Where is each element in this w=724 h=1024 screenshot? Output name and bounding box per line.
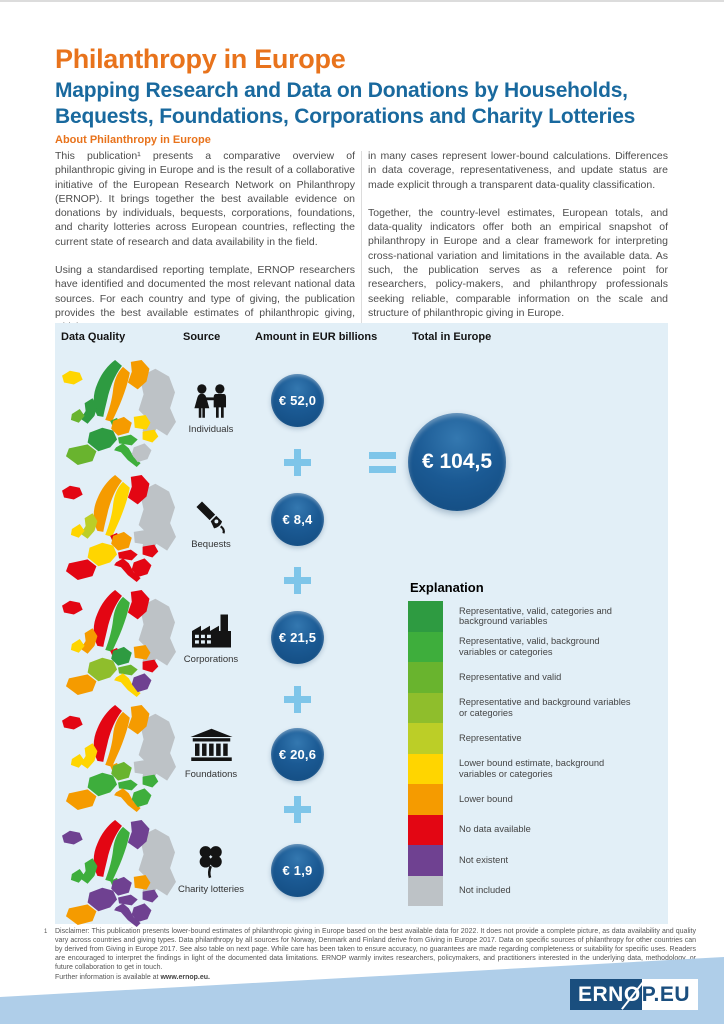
- infographic-panel: Data Quality Source Amount in EUR billio…: [55, 323, 668, 927]
- footnote: 1 Disclaimer: This publication presents …: [44, 928, 696, 982]
- legend-item: Representative and valid: [408, 662, 658, 693]
- source-label: Bequests: [191, 539, 231, 550]
- legend-label: Representative and valid: [459, 671, 562, 682]
- logo-dark-segment: ERN O: [570, 979, 642, 1010]
- plus-icon: [284, 796, 311, 823]
- legend-swatch: [408, 875, 443, 906]
- more-info-prefix: Further information is available at: [55, 973, 161, 981]
- column-divider: [361, 151, 362, 343]
- amount-badge-foundations: € 20,6: [271, 728, 324, 781]
- legend-swatch: [408, 601, 443, 632]
- legend-item: Lower bound estimate, background variabl…: [408, 753, 658, 784]
- data-quality-map-corporations: [62, 589, 176, 697]
- legend-item: Representative, valid, categories and ba…: [408, 601, 658, 632]
- legend-label: Lower bound estimate, background variabl…: [459, 758, 605, 779]
- disclaimer-text: Disclaimer: This publication presents lo…: [55, 928, 696, 971]
- legend-swatch: [408, 784, 443, 815]
- source-label: Individuals: [188, 424, 234, 435]
- source-individuals: Individuals: [167, 383, 255, 435]
- about-paragraph: in many cases represent lower-bound calc…: [368, 150, 668, 191]
- plus-icon: [284, 686, 311, 713]
- about-column-left: This publication¹ presents a comparative…: [55, 149, 355, 349]
- legend-item: Representative and background variables …: [408, 692, 658, 723]
- page-title: Philanthropy in Europe: [55, 44, 346, 74]
- about-column-right: in many cases represent lower-bound calc…: [368, 149, 668, 349]
- amount-badge-charity-lotteries: € 1,9: [271, 844, 324, 897]
- source-label: Corporations: [183, 654, 239, 665]
- logo-light-segment: P.EU: [641, 979, 698, 1010]
- ernop-logo: ERN O P.EU: [570, 979, 698, 1010]
- legend-label: No data available: [459, 824, 531, 835]
- more-info-line: Further information is available at www.…: [55, 974, 696, 983]
- legend-item: Lower bound: [408, 784, 658, 815]
- data-quality-map-charity-lotteries: [62, 819, 176, 927]
- equals-icon: [369, 452, 396, 473]
- legend-title: Explanation: [410, 580, 484, 595]
- individuals-icon: [194, 384, 227, 418]
- source-corporations: Corporations: [167, 613, 255, 665]
- legend-item: Representative: [408, 723, 658, 754]
- website-link[interactable]: www.ernop.eu.: [160, 973, 210, 981]
- header-source: Source: [183, 331, 221, 343]
- footnote-number: 1: [44, 929, 48, 935]
- legend-item: Not existent: [408, 845, 658, 876]
- logo-text-ern: ERN: [578, 983, 624, 1006]
- legend-label: Representative: [459, 732, 522, 743]
- legend-swatch: [408, 845, 443, 876]
- source-bequests: Bequests: [167, 498, 255, 550]
- data-quality-map-foundations: [62, 704, 176, 812]
- legend-label: Representative, valid, background variab…: [459, 636, 600, 657]
- header-data-quality: Data Quality: [61, 331, 126, 343]
- legend-swatch: [408, 631, 443, 662]
- legend-label: Lower bound: [459, 793, 513, 804]
- about-section: This publication¹ presents a comparative…: [55, 149, 668, 349]
- about-paragraph: This publication¹ presents a comparative…: [55, 150, 355, 248]
- logo-text-peu: P.EU: [641, 983, 690, 1006]
- corporations-icon: [191, 614, 231, 648]
- source-charity-lotteries: Charity lotteries: [167, 843, 255, 895]
- plus-icon: [284, 449, 311, 476]
- legend-item: Not included: [408, 875, 658, 906]
- legend-label: Representative and background variables …: [459, 697, 631, 718]
- legend-swatch: [408, 723, 443, 754]
- total-badge: € 104,5: [408, 413, 506, 511]
- footnote-text: Disclaimer: This publication presents lo…: [55, 928, 696, 982]
- legend-item: No data available: [408, 814, 658, 845]
- source-label: Charity lotteries: [178, 884, 244, 895]
- about-heading: About Philanthropy in Europe: [55, 134, 211, 146]
- legend-swatch: [408, 814, 443, 845]
- foundations-icon: [190, 728, 232, 761]
- data-quality-map-bequests: [62, 474, 176, 582]
- header-amount: Amount in EUR billions: [255, 331, 378, 343]
- legend-swatch: [408, 692, 443, 723]
- amount-badge-individuals: € 52,0: [271, 374, 324, 427]
- plus-icon: [284, 567, 311, 594]
- legend-swatch: [408, 753, 443, 784]
- legend: Representative, valid, categories and ba…: [408, 601, 658, 906]
- legend-label: Not existent: [459, 854, 509, 865]
- legend-label: Not included: [459, 885, 511, 896]
- legend-label: Representative, valid, categories and ba…: [459, 605, 612, 627]
- source-foundations: Foundations: [167, 728, 255, 780]
- charity-lotteries-icon: [199, 846, 223, 879]
- legend-swatch: [408, 662, 443, 693]
- page-subtitle: Mapping Research and Data on Donations b…: [55, 79, 636, 128]
- source-label: Foundations: [184, 769, 238, 780]
- data-quality-map-individuals: [62, 359, 176, 467]
- bequests-icon: [196, 501, 225, 534]
- legend-item: Representative, valid, background variab…: [408, 631, 658, 662]
- about-paragraph: Together, the country-level estimates, E…: [368, 206, 668, 319]
- amount-badge-corporations: € 21,5: [271, 611, 324, 664]
- about-paragraph: Using a standardised reporting template,…: [55, 264, 355, 333]
- header-total: Total in Europe: [412, 331, 492, 343]
- logo-slashed-o: O: [624, 979, 641, 1010]
- amount-badge-bequests: € 8,4: [271, 493, 324, 546]
